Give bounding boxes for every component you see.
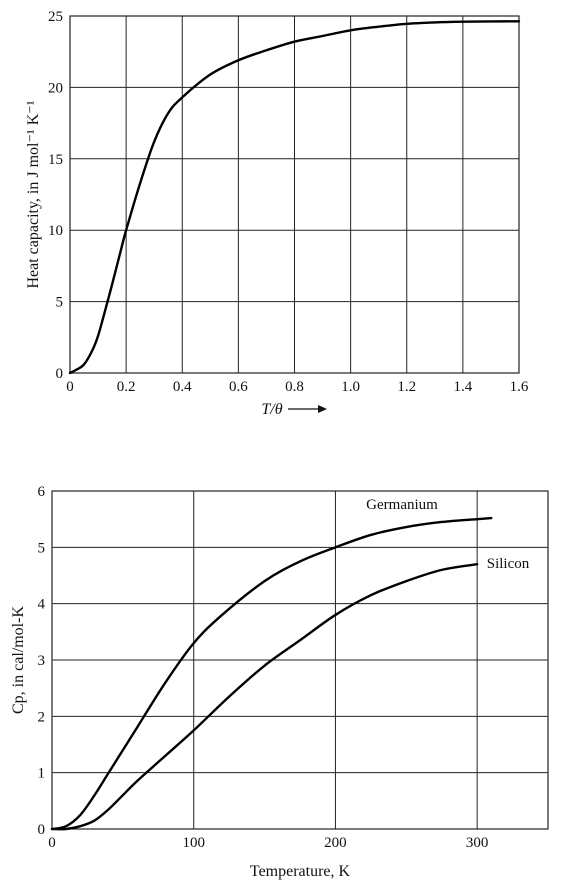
x-tick-label: 0.4 bbox=[173, 379, 192, 395]
debye-heat-capacity-chart: 0 0.2 0.4 0.6 0.8 1.0 1.2 1.4 1.6 0 5 10 15 20 25 T/θ He… bbox=[25, 9, 529, 418]
silicon-curve bbox=[50, 563, 479, 831]
y-tick-label: 4 bbox=[38, 597, 46, 613]
plot-frame bbox=[51, 490, 549, 830]
y-tick-label: 15 bbox=[48, 152, 63, 168]
y-tick-label: 10 bbox=[48, 223, 63, 239]
x-axis-label: Temperature, K bbox=[250, 863, 351, 880]
y-tick-label: 25 bbox=[48, 9, 63, 25]
y-tick-label: 1 bbox=[38, 766, 46, 782]
x-tick-label: 1.0 bbox=[341, 379, 360, 395]
x-axis-label: T/θ bbox=[261, 401, 282, 418]
x-tick-label: 1.6 bbox=[510, 379, 529, 395]
y-axis-label: Cp, in cal/mol-K bbox=[10, 606, 27, 714]
x-tick-label: 0.6 bbox=[229, 379, 248, 395]
germanium-curve bbox=[50, 516, 493, 831]
y-tick-label: 5 bbox=[56, 295, 64, 311]
x-tick-label: 200 bbox=[324, 835, 347, 851]
x-tick-label: 0.2 bbox=[117, 379, 136, 395]
x-tick-label: 0 bbox=[48, 835, 56, 851]
y-tick-label: 6 bbox=[38, 484, 46, 500]
y-tick-label: 0 bbox=[38, 822, 46, 838]
germanium-label: Germanium bbox=[366, 497, 438, 513]
germanium-silicon-heat-capacity-chart: 0 100 200 300 0 1 2 3 4 5 6 Germanium Silicon Tempera… bbox=[10, 484, 549, 880]
x-tick-label: 1.2 bbox=[397, 379, 416, 395]
y-tick-label: 20 bbox=[48, 80, 63, 96]
y-tick-label: 2 bbox=[38, 709, 46, 725]
x-tick-label: 1.4 bbox=[454, 379, 473, 395]
y-axis-label: Heat capacity, in J mol⁻¹ K⁻¹ bbox=[25, 100, 42, 288]
y-tick-label: 0 bbox=[56, 366, 64, 382]
x-tick-label: 100 bbox=[182, 835, 205, 851]
plot-frame bbox=[69, 15, 520, 374]
x-tick-label: 300 bbox=[466, 835, 489, 851]
x-tick-label: 0.8 bbox=[285, 379, 304, 395]
y-tick-label: 5 bbox=[38, 540, 46, 556]
heat-capacity-curve bbox=[68, 20, 521, 375]
x-tick-label: 0 bbox=[66, 379, 74, 395]
x-axis-arrow-head bbox=[318, 405, 327, 413]
silicon-label: Silicon bbox=[487, 556, 530, 572]
y-tick-label: 3 bbox=[38, 653, 46, 669]
